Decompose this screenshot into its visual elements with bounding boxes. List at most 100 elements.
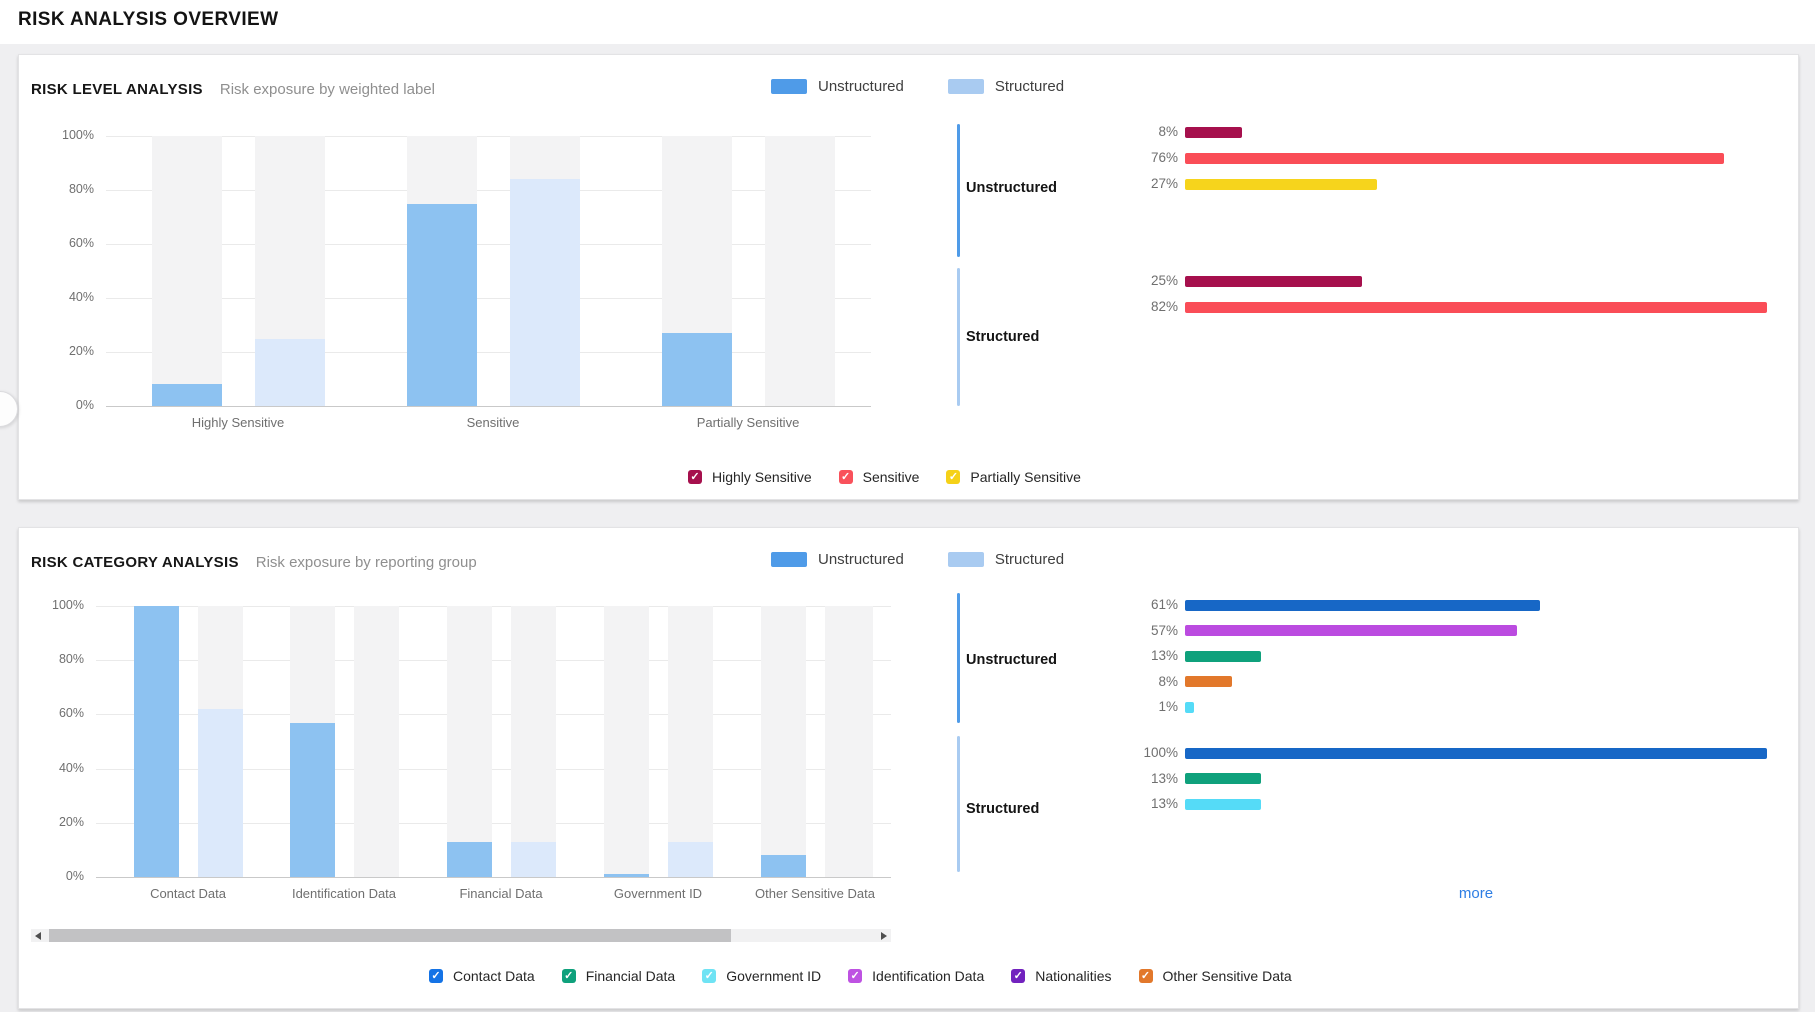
row-percent-label: 100% [1143,745,1178,760]
group-accent-line [957,124,960,257]
legend-checkbox-item[interactable]: ✓ Partially Sensitive [946,469,1081,485]
legend-label: Structured [994,78,1065,95]
checkbox-checked-icon[interactable]: ✓ [838,470,853,484]
legend-checkbox-item[interactable]: ✓ Identification Data [848,968,984,984]
row-percent-label: 27% [1150,176,1178,191]
legend-label: Unstructured [818,78,904,95]
risk-category-analysis-panel: RISK CATEGORY ANALYSIS Risk exposure by … [18,527,1799,1009]
bar-structured [197,708,243,877]
row-bar [1185,178,1377,190]
checkbox-checked-icon[interactable]: ✓ [848,969,863,983]
page-header-bar [0,0,1815,44]
checkbox-checked-icon[interactable]: ✓ [702,969,717,983]
x-axis-label: Sensitive [466,415,520,430]
x-axis-label: Partially Sensitive [696,415,800,430]
row-percent-label: 76% [1150,150,1178,165]
bar-unstructured [406,203,477,406]
bar-unstructured [446,841,492,877]
row-bar [1185,773,1261,784]
legend-checkbox-item[interactable]: ✓ Financial Data [561,968,676,984]
legend-checkbox-item[interactable]: ✓ Government ID [702,968,821,984]
row-bar [1185,275,1362,287]
checkbox-checked-icon[interactable]: ✓ [946,470,961,484]
group-label: Structured [966,801,1040,817]
row-percent-label: 25% [1150,273,1178,288]
y-axis-label: 0% [75,398,94,412]
y-axis-label: 0% [65,869,84,883]
legend-checkbox-item[interactable]: ✓ Nationalities [1011,968,1112,984]
bar-track [848,606,873,877]
row-bar [1185,599,1540,611]
panel-subtitle: Risk exposure by reporting group [255,554,477,571]
y-axis-label: 40% [68,290,94,304]
scrollbar-thumb[interactable] [49,929,731,942]
checkbox-checked-icon[interactable]: ✓ [429,969,443,983]
row-bar [1185,701,1194,713]
y-axis-label: 60% [68,236,94,250]
checkbox-checked-icon[interactable]: ✓ [1011,969,1026,983]
grid-line [96,768,891,770]
y-axis-label: 60% [58,706,84,721]
legend-item-label: Identification Data [872,968,985,984]
row-bar [1185,676,1232,688]
bar-structured [509,179,580,406]
y-axis-label: 80% [58,652,84,667]
legend-checkbox-item[interactable]: ✓ Other Sensitive Data [1138,968,1292,984]
y-axis-label: 20% [58,814,84,829]
row-bar [1185,126,1242,138]
grid-line [106,190,871,191]
scroll-left-icon[interactable] [35,931,41,940]
bar-structured [510,841,556,877]
scroll-right-icon[interactable] [881,931,887,940]
row-bar [1185,625,1517,637]
legend-label: Structured [994,551,1065,568]
bar-track [603,606,649,877]
row-bar [1185,798,1261,810]
bar-track [446,606,492,877]
group-accent-line [957,268,960,406]
vertical-chart: 0% 20% 40% 60% 80% 100% Contact Data Identifica… [52,598,891,901]
legend-item-label: Partially Sensitive [970,469,1081,485]
top-legend-item: Structured [947,551,1065,568]
group-label: Unstructured [966,652,1058,668]
row-percent-label: 57% [1150,622,1178,638]
group-accent-line [957,736,960,872]
side-drawer-handle[interactable] [0,391,18,427]
x-axis-label: Other Sensitive Data [755,886,875,901]
row-bar [1185,152,1724,164]
legend-item-label: Contact Data [453,968,535,984]
grid-line [106,352,871,353]
horizontal-scrollbar[interactable] [31,929,891,942]
legend-checkbox-item[interactable]: ✓ Highly Sensitive [688,469,812,485]
panel-title: RISK LEVEL ANALYSIS [31,81,203,98]
legend-item-label: Financial Data [585,968,676,984]
checkbox-checked-icon[interactable]: ✓ [561,969,576,983]
checkbox-checked-icon[interactable]: ✓ [688,470,702,484]
bar-track [353,606,399,877]
row-percent-label: 8% [1158,673,1178,689]
more-link[interactable]: more [1458,885,1494,902]
bar-structured [667,841,713,877]
top-legend-item: Unstructured [771,78,904,95]
checkbox-checked-icon[interactable]: ✓ [1138,969,1153,983]
group-accent-line [957,593,960,723]
group-label: Unstructured [966,180,1058,196]
panel-header: RISK LEVEL ANALYSIS Risk exposure by wei… [31,81,435,98]
row-percent-label: 13% [1150,796,1178,811]
bar-unstructured [133,606,179,877]
grid-line [106,298,871,299]
bar-unstructured [760,855,806,877]
legend-swatch [947,552,984,567]
legend-checkbox-item[interactable]: ✓ Contact Data [429,968,535,984]
bar-unstructured [151,384,222,406]
bar-unstructured [661,333,732,406]
legend-checkbox-item[interactable]: ✓ Sensitive [838,469,919,485]
bar-track [151,136,222,406]
grid-line [106,406,871,407]
row-percent-label: 1% [1158,699,1178,715]
footer-legend: ✓ Highly Sensitive ✓ Sensitive ✓ Partially Se… [688,469,1081,485]
panel-title: RISK CATEGORY ANALYSIS [31,554,239,571]
bar-track [764,136,835,406]
row-percent-label: 82% [1150,299,1178,314]
